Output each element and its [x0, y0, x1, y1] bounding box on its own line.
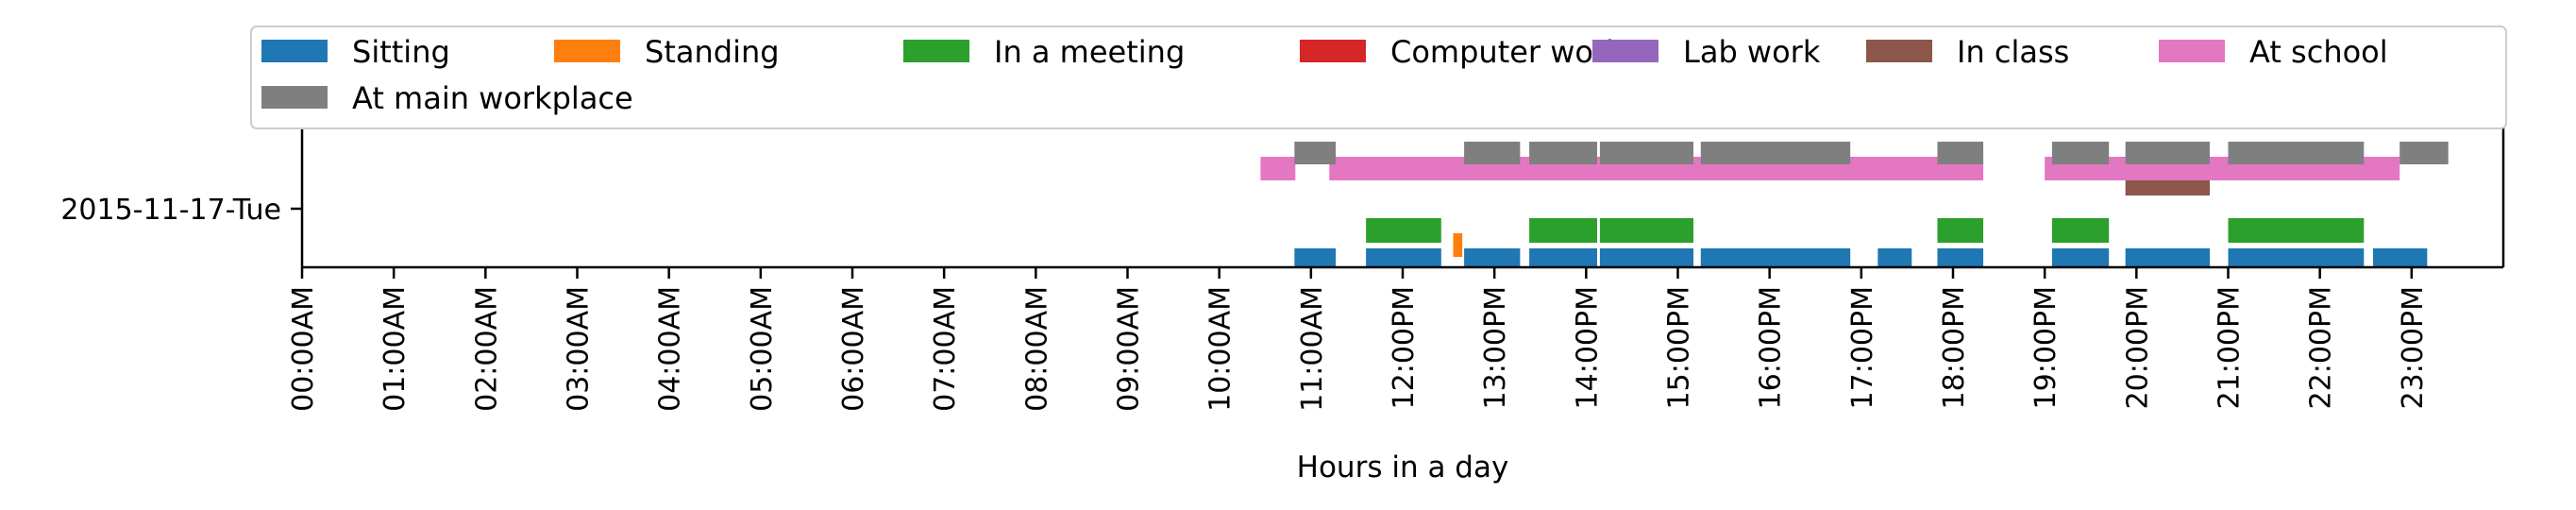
- y-tick-label: 2015-11-17-Tue: [60, 194, 281, 227]
- sitting-bar: [1294, 248, 1337, 267]
- at-main-workplace-bar: [2399, 142, 2449, 164]
- in-a-meeting-bar: [1366, 218, 1441, 243]
- at-main-workplace-bar: [1599, 142, 1694, 164]
- x-tick-label: 12:00PM: [1388, 286, 1421, 409]
- legend: Sitting Standing In a meeting Computer work…: [250, 26, 2507, 129]
- at-main-workplace-bar: [2125, 142, 2211, 164]
- x-tick-label: 17:00PM: [1846, 286, 1879, 409]
- x-axis-title: Hours in a day: [1297, 450, 1509, 484]
- sitting-bar: [1366, 248, 1441, 267]
- legend-swatch-in-a-meeting: [903, 40, 969, 62]
- x-tick-label: 03:00AM: [563, 286, 596, 412]
- at-main-workplace-bar: [1464, 142, 1521, 164]
- x-tick-label: 11:00AM: [1296, 286, 1329, 412]
- x-tick-label: 05:00AM: [746, 286, 779, 412]
- legend-label-in-class: In class: [1957, 34, 2069, 70]
- at-main-workplace-bar: [1294, 142, 1337, 164]
- legend-label-in-a-meeting: In a meeting: [994, 34, 1185, 70]
- legend-label-standing: Standing: [645, 34, 780, 70]
- legend-swatch-in-class: [1866, 40, 1932, 62]
- x-tick-label: 04:00AM: [654, 286, 687, 412]
- sitting-bar: [1700, 248, 1851, 267]
- in-a-meeting-bar: [1599, 218, 1694, 243]
- sitting-bar: [2228, 248, 2365, 267]
- x-tick-label: 13:00PM: [1479, 286, 1512, 409]
- x-tick-label: 07:00AM: [929, 286, 962, 412]
- legend-swatch-at-school: [2159, 40, 2225, 62]
- legend-swatch-standing: [554, 40, 620, 62]
- sitting-bar: [1937, 248, 1984, 267]
- legend-label-computer-work: Computer work: [1390, 34, 1624, 70]
- at-main-workplace-bar: [2051, 142, 2110, 164]
- in-class-bar: [2125, 180, 2211, 196]
- at-main-workplace-bar: [2228, 142, 2365, 164]
- legend-frame: [250, 26, 2507, 129]
- x-tick-label: 09:00AM: [1113, 286, 1146, 412]
- sitting-bar: [1529, 248, 1597, 267]
- sitting-bar: [1464, 248, 1521, 267]
- x-tick-label: 19:00PM: [2029, 286, 2062, 409]
- at-main-workplace-bar: [1937, 142, 1984, 164]
- x-tick-label: 10:00AM: [1204, 286, 1237, 412]
- x-tick-label: 15:00PM: [1663, 286, 1696, 409]
- legend-swatch-at-main-workplace: [261, 86, 328, 109]
- sitting-bar: [2125, 248, 2211, 267]
- axes: 00:00AM 01:00AM 02:00AM 03:00AM 04:00AM 05:00…: [60, 128, 2505, 412]
- sitting-bar: [2373, 248, 2428, 267]
- at-main-workplace-bar: [1529, 142, 1597, 164]
- x-tick-label: 01:00AM: [379, 286, 412, 412]
- sitting-bar: [1599, 248, 1694, 267]
- in-a-meeting-bar: [1937, 218, 1984, 243]
- standing-bar: [1453, 233, 1463, 257]
- in-a-meeting-bar: [1529, 218, 1597, 243]
- activity-bars: [1260, 142, 2449, 267]
- x-tick-label: 14:00PM: [1571, 286, 1604, 409]
- in-a-meeting-bar: [2228, 218, 2365, 243]
- legend-label-at-main-workplace: At main workplace: [352, 80, 633, 116]
- at-main-workplace-bar: [1700, 142, 1851, 164]
- x-tick-label: 22:00PM: [2305, 286, 2338, 409]
- legend-label-sitting: Sitting: [352, 34, 450, 70]
- x-tick-label: 16:00PM: [1755, 286, 1788, 409]
- legend-swatch-computer-work: [1300, 40, 1366, 62]
- sitting-bar: [2051, 248, 2110, 267]
- x-tick-label: 23:00PM: [2397, 286, 2430, 409]
- in-a-meeting-bar: [2051, 218, 2110, 243]
- legend-label-lab-work: Lab work: [1683, 34, 1821, 70]
- x-tick-label: 02:00AM: [470, 286, 503, 412]
- sitting-bar: [1877, 248, 1912, 267]
- x-tick-label: 20:00PM: [2121, 286, 2154, 409]
- x-tick-label: 08:00AM: [1020, 286, 1053, 412]
- x-tick-label: 18:00PM: [1938, 286, 1971, 409]
- legend-swatch-lab-work: [1592, 40, 1658, 62]
- at-school-bar: [1260, 157, 1296, 180]
- x-tick-label: 00:00AM: [287, 286, 320, 412]
- x-tick-label: 21:00PM: [2214, 286, 2247, 409]
- x-tick-label: 06:00AM: [837, 286, 870, 412]
- legend-swatch-sitting: [261, 40, 328, 62]
- legend-label-at-school: At school: [2249, 34, 2388, 70]
